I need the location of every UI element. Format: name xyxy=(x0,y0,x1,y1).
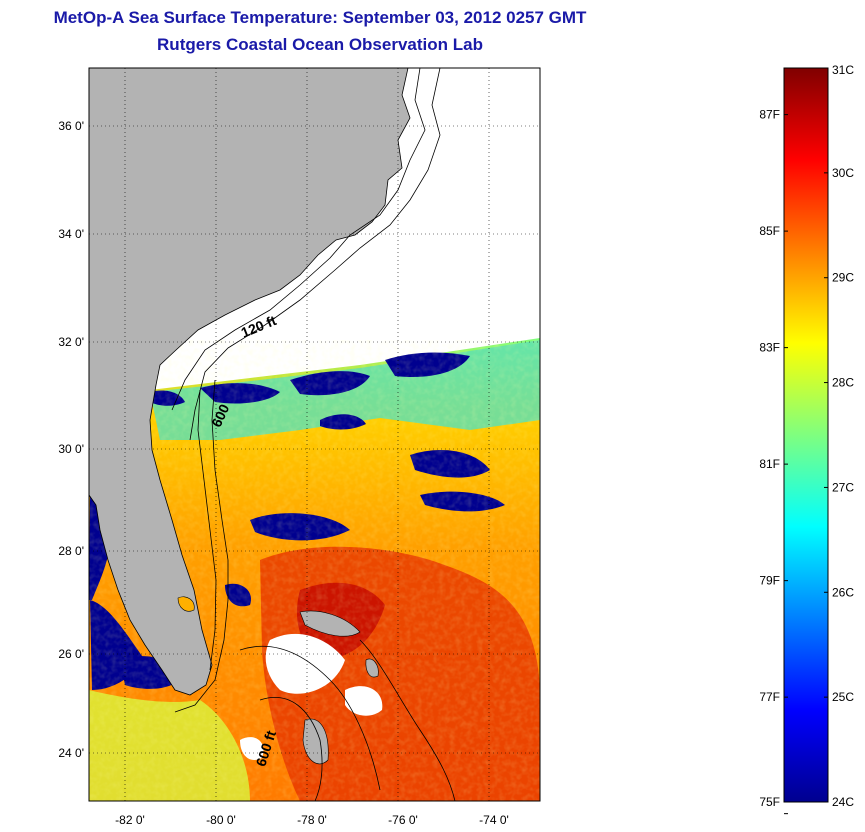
lon-tick-78: -78 0' xyxy=(297,813,327,827)
lat-tick-36: 36 0' xyxy=(58,119,84,133)
celsius-label: 26C xyxy=(832,585,854,599)
map-frame xyxy=(88,67,541,802)
lon-tick-80: -80 0' xyxy=(206,813,236,827)
lon-tick-76: -76 0' xyxy=(388,813,418,827)
lat-tick-labels: 36 0' 34 0' 32 0' 30 0' 28 0' 26 0' 24 0… xyxy=(58,119,84,760)
colorbar: 31C 30C 29C 28C 27C 26C 25C 24C 87F 85F 83F 81F 79F… xyxy=(759,63,854,815)
bahamas-clouds xyxy=(240,633,383,760)
celsius-label: 30C xyxy=(832,166,854,180)
celsius-label: 31C xyxy=(832,63,854,77)
fahrenheit-label: 83F xyxy=(759,341,780,355)
colorbar-gradient xyxy=(783,67,829,803)
sst-map: 36 0' 34 0' 32 0' 30 0' 28 0' 26 0' 24 0… xyxy=(58,67,541,827)
bathymetry-contours xyxy=(171,68,456,801)
lat-tick-34: 34 0' xyxy=(58,227,84,241)
lon-tick-74: -74 0' xyxy=(479,813,509,827)
fahrenheit-label: 75F xyxy=(759,795,780,809)
celsius-labels: 31C 30C 29C 28C 27C 26C 25C 24C xyxy=(824,63,854,809)
fahrenheit-labels: 87F 85F 83F 81F 79F 77F 75F xyxy=(759,108,788,815)
us-land xyxy=(89,68,411,696)
celsius-label: 28C xyxy=(832,376,854,390)
lon-tick-labels: -82 0' -80 0' -78 0' -76 0' -74 0' xyxy=(115,813,509,827)
celsius-label: 29C xyxy=(832,271,854,285)
lat-tick-24: 24 0' xyxy=(58,746,84,760)
lat-tick-28: 28 0' xyxy=(58,544,84,558)
fahrenheit-label: 85F xyxy=(759,224,780,238)
lon-tick-82: -82 0' xyxy=(115,813,145,827)
celsius-label: 24C xyxy=(832,795,854,809)
fahrenheit-label: 81F xyxy=(759,457,780,471)
fahrenheit-label: 79F xyxy=(759,574,780,588)
lat-tick-32: 32 0' xyxy=(58,335,84,349)
map-subtitle: Rutgers Coastal Ocean Observation Lab xyxy=(157,35,483,54)
lat-tick-30: 30 0' xyxy=(58,442,84,456)
fahrenheit-label: 77F xyxy=(759,690,780,704)
celsius-label: 25C xyxy=(832,690,854,704)
map-title: MetOp-A Sea Surface Temperature: Septemb… xyxy=(53,8,587,27)
lat-tick-26: 26 0' xyxy=(58,647,84,661)
fahrenheit-label: 87F xyxy=(759,108,780,122)
celsius-label: 27C xyxy=(832,480,854,494)
